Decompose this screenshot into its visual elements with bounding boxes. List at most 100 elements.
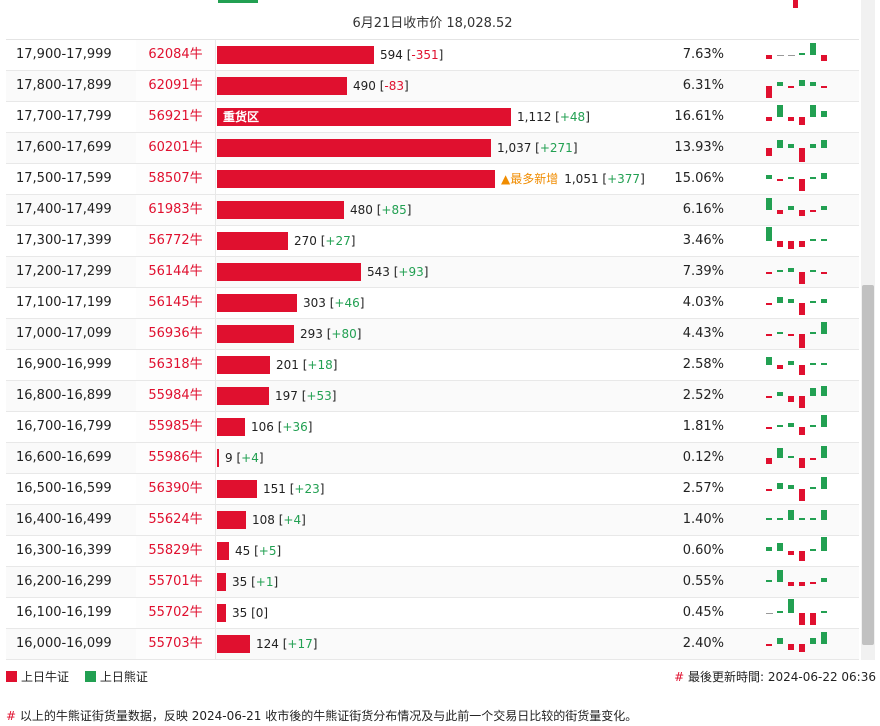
volume-value: 9 [+4] [225, 451, 264, 465]
sparkline-bar [766, 148, 772, 156]
volume-value: 543 [+93] [367, 265, 429, 279]
price-range: 17,100-17,199 [16, 295, 112, 310]
sparkline-bar [821, 578, 827, 582]
change-sparkline [766, 227, 827, 249]
sparkline-bar [766, 357, 772, 365]
sparkline-bar [766, 55, 772, 59]
cbbc-code-link[interactable]: 58507牛 [136, 164, 216, 194]
cbbc-code-link[interactable]: 55702牛 [136, 598, 216, 628]
volume-count: 45 [235, 544, 251, 558]
sparkline-bar [810, 105, 816, 117]
sparkline-bar [788, 334, 794, 336]
share-percent: 16.61% [674, 109, 724, 124]
volume-bar-area: 124 [+17] [217, 635, 667, 653]
sparkline-bar [810, 487, 816, 489]
sparkline-bar [821, 446, 827, 458]
sparkline-bar [821, 363, 827, 365]
sparkline-bar [810, 270, 816, 272]
sparkline-bar [777, 270, 783, 272]
sparkline-bar [821, 477, 827, 489]
sparkline-bar [821, 537, 827, 551]
share-percent: 0.45% [682, 605, 724, 620]
volume-bar [217, 418, 245, 436]
price-range: 17,700-17,799 [16, 109, 112, 124]
price-range: 16,000-16,099 [16, 636, 112, 651]
cbbc-code-link[interactable]: 62091牛 [136, 71, 216, 101]
volume-bar [217, 635, 250, 653]
price-range: 16,100-16,199 [16, 605, 112, 620]
cbbc-code-link[interactable]: 55984牛 [136, 381, 216, 411]
cbbc-code-link[interactable]: 61983牛 [136, 195, 216, 225]
volume-count: 490 [353, 79, 376, 93]
cbbc-code-link[interactable]: 56144牛 [136, 257, 216, 287]
sparkline-bar [766, 547, 772, 551]
cbbc-code-link[interactable]: 55829牛 [136, 536, 216, 566]
cbbc-code-link[interactable]: 60201牛 [136, 133, 216, 163]
price-range: 17,500-17,599 [16, 171, 112, 186]
volume-bar-area: 543 [+93] [217, 263, 667, 281]
cbbc-code-link[interactable]: 56921牛 [136, 102, 216, 132]
volume-value: 35 [0] [232, 606, 269, 620]
share-percent: 7.63% [682, 47, 724, 62]
sparkline-bar [777, 297, 783, 303]
sparkline-bar [799, 117, 805, 125]
sparkline-bar [777, 543, 783, 551]
sparkline-bar [821, 173, 827, 179]
volume-count: 151 [263, 482, 286, 496]
volume-change: +17 [287, 637, 313, 651]
cbbc-code-link[interactable]: 55624牛 [136, 505, 216, 535]
sparkline-bar [766, 175, 772, 179]
cbbc-code-link[interactable]: 55703牛 [136, 629, 216, 659]
cbbc-code-link[interactable]: 56318牛 [136, 350, 216, 380]
cbbc-code-link[interactable]: 56390牛 [136, 474, 216, 504]
change-sparkline [766, 268, 827, 284]
last-updated-time: 2024-06-22 06:36 [767, 670, 876, 684]
cbbc-code-link[interactable]: 56936牛 [136, 319, 216, 349]
price-range: 17,300-17,399 [16, 233, 112, 248]
sparkline-bar [799, 179, 805, 191]
volume-change: +5 [258, 544, 277, 558]
change-sparkline [766, 386, 827, 408]
sparkline-bar [777, 140, 783, 148]
cbbc-code-link[interactable]: 55985牛 [136, 412, 216, 442]
table-row: 16,900-16,999 56318牛 201 [+18] 2.58% [6, 350, 859, 381]
cbbc-code-link[interactable]: 56772牛 [136, 226, 216, 256]
volume-value: 197 [+53] [275, 389, 337, 403]
sparkline-mark [788, 55, 795, 56]
volume-bar [217, 542, 229, 560]
volume-bar-area: 9 [+4] [217, 449, 667, 467]
cbbc-code-link[interactable]: 55986牛 [136, 443, 216, 473]
scrollbar-thumb[interactable] [862, 285, 874, 645]
change-sparkline [766, 632, 827, 652]
sparkline-bar [777, 518, 783, 520]
volume-change: +80 [331, 327, 357, 341]
change-sparkline [766, 105, 827, 125]
sparkline-bar [821, 111, 827, 117]
cbbc-code-link[interactable]: 56145牛 [136, 288, 216, 318]
most-added-tag: ▲最多新增 [501, 172, 559, 186]
cbbc-code-link[interactable]: 62084牛 [136, 40, 216, 70]
sparkline-bar [810, 82, 816, 86]
table-row: 16,800-16,899 55984牛 197 [+53] 2.52% [6, 381, 859, 412]
sparkline-bar [810, 239, 816, 241]
volume-bar [217, 263, 361, 281]
change-sparkline [766, 446, 827, 468]
sparkline-bar [788, 361, 794, 365]
sparkline-bar [810, 363, 816, 365]
sparkline-bar [777, 82, 783, 86]
sparkline-bar [777, 570, 783, 582]
volume-count: 270 [294, 234, 317, 248]
share-percent: 3.46% [682, 233, 724, 248]
volume-count: 106 [251, 420, 274, 434]
cbbc-code-link[interactable]: 55701牛 [136, 567, 216, 597]
volume-count: 197 [275, 389, 298, 403]
sparkline-bar [810, 332, 816, 334]
sparkline-bar [810, 518, 816, 520]
cbbc-distribution-table: 17,900-17,999 62084牛 594 [-351] 7.63% 17,800… [6, 40, 859, 660]
volume-value: 45 [+5] [235, 544, 282, 558]
sparkline-bar [788, 423, 794, 427]
volume-change: +18 [307, 358, 333, 372]
volume-change: +23 [294, 482, 320, 496]
vertical-scrollbar[interactable] [861, 0, 875, 660]
share-percent: 0.60% [682, 543, 724, 558]
